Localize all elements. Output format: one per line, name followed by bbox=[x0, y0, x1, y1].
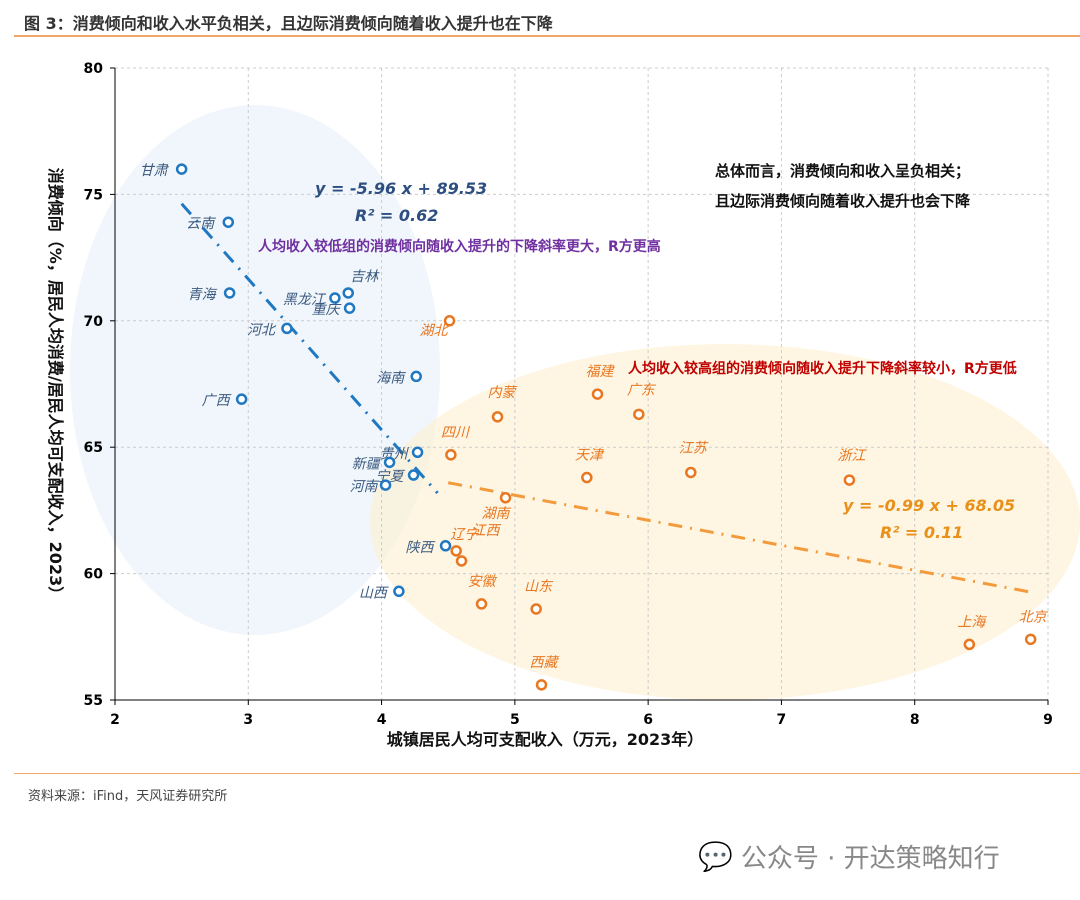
data-point bbox=[235, 393, 248, 405]
point-label: 福建 bbox=[585, 364, 615, 380]
trendline-1 bbox=[447, 481, 1031, 594]
data-point bbox=[407, 469, 420, 481]
data-point bbox=[411, 446, 424, 459]
data-point bbox=[530, 603, 542, 615]
x-tick-label: 6 bbox=[643, 712, 653, 728]
orange-r2: R² = 0.11 bbox=[880, 523, 963, 542]
y-tick-label: 55 bbox=[84, 693, 103, 709]
data-point bbox=[475, 598, 488, 610]
data-point bbox=[535, 679, 548, 691]
y-tick-label: 80 bbox=[84, 61, 104, 77]
data-point bbox=[633, 408, 645, 421]
data-point bbox=[223, 287, 236, 299]
low-group-ellipse bbox=[70, 105, 440, 635]
point-label: 江西 bbox=[472, 523, 502, 539]
x-tick-label: 8 bbox=[910, 712, 920, 728]
point-label: 安徽 bbox=[468, 574, 498, 590]
low-group-note: 人均收入较低组的消费倾向随收入提升的下降斜率更大，R方更高 bbox=[258, 238, 661, 255]
title-divider bbox=[14, 35, 1080, 37]
point-label: 陕西 bbox=[406, 540, 436, 556]
high-group-note: 人均收入较高组的消费倾向随收入提升下降斜率较小，R方更低 bbox=[628, 360, 1017, 377]
point-label: 海南 bbox=[376, 370, 406, 386]
point-label: 上海 bbox=[957, 614, 987, 630]
watermark: 💬 公众号 · 开达策略知行 bbox=[698, 840, 1000, 874]
point-label: 山东 bbox=[524, 579, 554, 595]
data-point bbox=[963, 638, 976, 651]
x-axis-label: 城镇居民人均可支配收入（万元，2023年） bbox=[387, 730, 704, 749]
data-point bbox=[329, 292, 341, 304]
source-note: 资料来源：iFind，天风证券研究所 bbox=[28, 789, 228, 804]
data-point bbox=[393, 585, 405, 598]
data-point bbox=[383, 456, 396, 469]
point-label: 广西 bbox=[202, 393, 232, 409]
data-point bbox=[281, 322, 293, 335]
point-label: 湖北 bbox=[420, 323, 450, 339]
x-tick-label: 2 bbox=[110, 712, 120, 728]
point-label: 河北 bbox=[247, 322, 277, 338]
summary-line-1: 总体而言，消费倾向和收入呈负相关； bbox=[715, 162, 970, 180]
data-point bbox=[499, 492, 512, 504]
point-label: 云南 bbox=[186, 216, 216, 232]
point-label: 西藏 bbox=[530, 655, 560, 671]
data-point bbox=[581, 471, 593, 484]
data-point bbox=[455, 555, 468, 567]
point-label: 北京 bbox=[1019, 609, 1049, 625]
x-tick-label: 4 bbox=[377, 712, 387, 728]
data-point bbox=[450, 545, 462, 557]
data-point bbox=[379, 479, 392, 491]
data-point bbox=[591, 388, 604, 400]
figure-title: 图 3：消费倾向和收入水平负相关，且边际消费倾向随着收入提升也在下降 bbox=[24, 14, 553, 33]
point-label: 重庆 bbox=[312, 302, 342, 318]
data-point bbox=[491, 411, 504, 423]
point-label: 青海 bbox=[188, 287, 218, 303]
x-tick-label: 7 bbox=[777, 712, 787, 728]
point-label: 浙江 bbox=[837, 448, 867, 464]
data-point bbox=[222, 216, 235, 228]
source-divider bbox=[14, 773, 1080, 774]
data-point bbox=[342, 287, 354, 299]
y-tick-label: 75 bbox=[84, 187, 103, 203]
blue-r2: R² = 0.62 bbox=[355, 206, 438, 225]
y-tick-label: 60 bbox=[84, 567, 104, 583]
data-point bbox=[410, 370, 422, 383]
point-label: 四川 bbox=[441, 425, 471, 441]
wechat-icon: 💬 bbox=[698, 840, 733, 873]
data-point bbox=[1024, 633, 1037, 646]
point-label: 甘肃 bbox=[140, 163, 170, 179]
x-tick-label: 9 bbox=[1043, 712, 1053, 728]
summary-line-2: 且边际消费倾向随着收入提升也会下降 bbox=[715, 192, 971, 210]
high-group-ellipse bbox=[370, 344, 1080, 700]
point-label: 河南 bbox=[350, 479, 380, 495]
point-label: 天津 bbox=[575, 448, 605, 464]
y-tick-label: 70 bbox=[84, 314, 104, 330]
orange-equation: y = -0.99 x + 68.05 bbox=[843, 496, 1015, 515]
point-label: 黑龙江 bbox=[283, 292, 327, 308]
group-ellipses bbox=[70, 105, 1080, 700]
data-point bbox=[445, 449, 457, 461]
point-label: 辽宁 bbox=[450, 527, 480, 543]
data-point bbox=[443, 315, 456, 327]
y-axis-label: 消费倾向（%，居民人均消费/居民人均可支配收入，2023） bbox=[46, 168, 65, 602]
data-point bbox=[343, 302, 356, 314]
data-point bbox=[685, 466, 697, 479]
point-label: 吉林 bbox=[350, 269, 380, 285]
data-point bbox=[843, 474, 856, 486]
data-point bbox=[175, 163, 188, 175]
x-tick-label: 3 bbox=[243, 712, 253, 728]
blue-equation: y = -5.96 x + 89.53 bbox=[315, 179, 487, 198]
point-label: 新疆 bbox=[352, 456, 382, 472]
point-label: 江苏 bbox=[679, 440, 709, 456]
point-label: 湖南 bbox=[482, 506, 512, 522]
point-label: 广东 bbox=[627, 382, 657, 398]
data-point bbox=[439, 540, 452, 552]
x-tick-label: 5 bbox=[510, 712, 520, 728]
point-label: 山西 bbox=[359, 585, 389, 601]
trendline-0 bbox=[180, 202, 439, 495]
point-label: 内蒙 bbox=[488, 385, 518, 401]
y-tick-label: 65 bbox=[84, 440, 103, 456]
